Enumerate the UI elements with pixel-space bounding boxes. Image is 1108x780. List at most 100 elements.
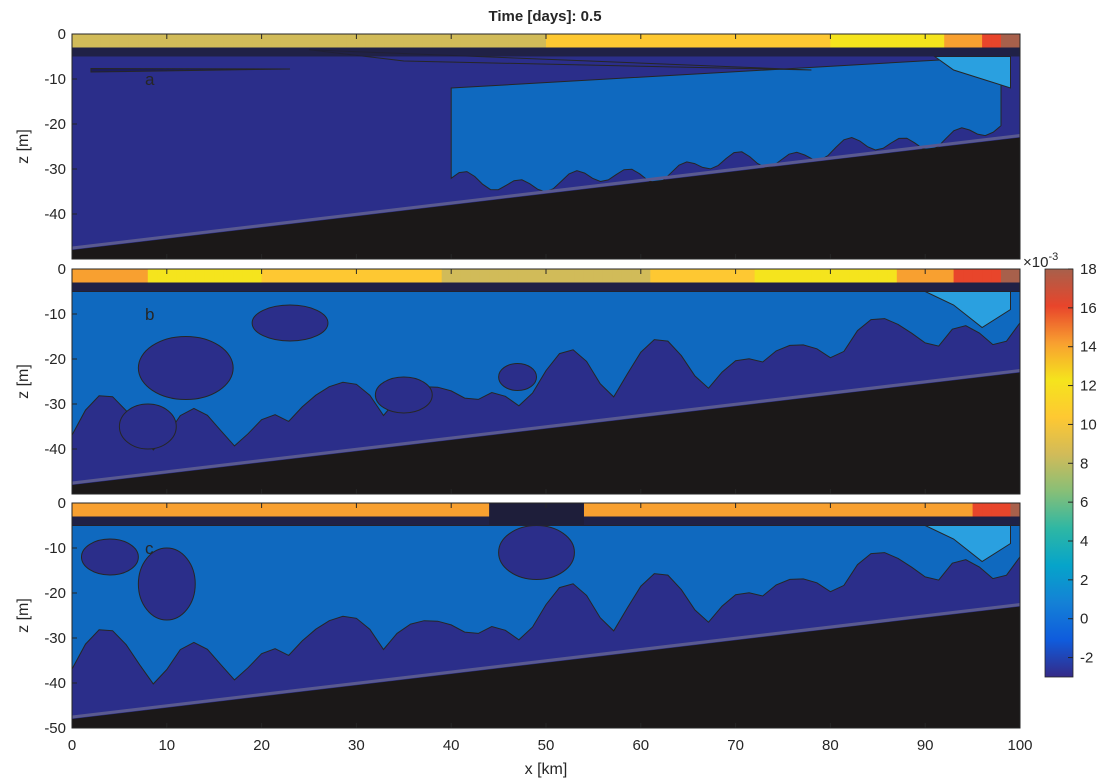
surface-strip bbox=[621, 269, 632, 283]
surface-strip bbox=[612, 503, 623, 517]
contour-blob bbox=[374, 376, 433, 414]
surface-strip bbox=[963, 503, 974, 517]
surface-strip bbox=[830, 34, 841, 48]
surface-strip bbox=[422, 269, 433, 283]
surface-strip bbox=[166, 269, 177, 283]
surface-strip bbox=[583, 503, 594, 517]
panel-letter: a bbox=[145, 70, 155, 89]
surface-strip bbox=[726, 34, 737, 48]
surface-strip bbox=[754, 269, 765, 283]
surface-strip bbox=[659, 503, 670, 517]
surface-strip bbox=[621, 34, 632, 48]
surface-strip bbox=[849, 34, 860, 48]
surface-strip bbox=[868, 34, 879, 48]
surface-strip bbox=[612, 34, 623, 48]
surface-strip bbox=[299, 269, 310, 283]
colorbar-tick-label: 8 bbox=[1080, 455, 1088, 472]
surface-strip bbox=[346, 503, 357, 517]
surface-strip bbox=[508, 269, 519, 283]
surface-strip bbox=[147, 269, 158, 283]
surface-strip bbox=[858, 34, 869, 48]
surface-strip bbox=[678, 269, 689, 283]
colorbar-tick-label: 14 bbox=[1080, 339, 1097, 356]
y-tick-label: -40 bbox=[44, 441, 66, 458]
surface-strip bbox=[745, 503, 756, 517]
surface-strip bbox=[451, 503, 462, 517]
surface-strip bbox=[157, 269, 168, 283]
surface-strip bbox=[925, 503, 936, 517]
surface-strip bbox=[185, 34, 196, 48]
surface-strip bbox=[242, 34, 253, 48]
surface-strip bbox=[214, 269, 225, 283]
surface-strip bbox=[944, 269, 955, 283]
x-tick-label: 60 bbox=[632, 737, 649, 754]
surface-strip bbox=[147, 503, 158, 517]
surface-strip bbox=[764, 503, 775, 517]
y-tick-label: -30 bbox=[44, 630, 66, 647]
surface-strip bbox=[470, 269, 481, 283]
surface-strip bbox=[982, 34, 993, 48]
surface-strip bbox=[470, 34, 481, 48]
surface-strip bbox=[100, 503, 111, 517]
surface-strip bbox=[517, 34, 528, 48]
surface-strip bbox=[583, 34, 594, 48]
surface-strip bbox=[783, 269, 794, 283]
surface-strip bbox=[128, 503, 139, 517]
surface-strip bbox=[394, 269, 405, 283]
colorbar-tick-label: 16 bbox=[1080, 300, 1097, 317]
surface-strip bbox=[887, 503, 898, 517]
surface-strip bbox=[384, 503, 395, 517]
surface-strip bbox=[982, 503, 993, 517]
y-tick-label: -10 bbox=[44, 306, 66, 323]
surface-strip bbox=[868, 503, 879, 517]
surface-strip bbox=[157, 503, 168, 517]
surface-strip bbox=[81, 269, 92, 283]
surface-strip bbox=[811, 269, 822, 283]
colorbar: 18 16 14 12 10 8 6 4 2 0 -2 ×10-3 bbox=[1023, 251, 1097, 678]
surface-strip bbox=[195, 503, 206, 517]
surface-strip bbox=[242, 503, 253, 517]
surface-strip bbox=[716, 34, 727, 48]
surface-strip bbox=[403, 34, 414, 48]
surface-strip bbox=[261, 34, 272, 48]
surface-strip bbox=[820, 34, 831, 48]
surface-strip bbox=[119, 269, 130, 283]
y-tick-label: -20 bbox=[44, 116, 66, 133]
surface-strip bbox=[934, 34, 945, 48]
surface-strip bbox=[204, 503, 215, 517]
surface-strip bbox=[280, 503, 291, 517]
x-tick-label: 10 bbox=[158, 737, 175, 754]
colorbar-tick-label: 2 bbox=[1080, 572, 1088, 589]
surface-strip bbox=[527, 269, 538, 283]
surface-strip bbox=[394, 503, 405, 517]
surface-strip bbox=[176, 503, 187, 517]
surface-strip bbox=[280, 269, 291, 283]
surface-strip bbox=[858, 269, 869, 283]
surface-strip bbox=[896, 503, 907, 517]
surface-strip bbox=[802, 269, 813, 283]
surface-strip bbox=[640, 269, 651, 283]
surface-strip bbox=[91, 503, 102, 517]
bathymetry bbox=[72, 372, 1020, 494]
surface-strip bbox=[318, 34, 329, 48]
surface-strip bbox=[479, 34, 490, 48]
x-tick-label: 30 bbox=[348, 737, 365, 754]
surface-strip bbox=[868, 269, 879, 283]
y-tick-label: -30 bbox=[44, 396, 66, 413]
y-tick-label: 0 bbox=[58, 495, 66, 512]
x-tick-label: 100 bbox=[1007, 737, 1032, 754]
surface-strip bbox=[119, 503, 130, 517]
surface-strip bbox=[432, 34, 443, 48]
bottom-edge bbox=[72, 369, 1020, 485]
surface-strip bbox=[546, 34, 557, 48]
surface-strip bbox=[574, 34, 585, 48]
x-tick-label: 40 bbox=[443, 737, 460, 754]
surface-strip bbox=[346, 34, 357, 48]
surface-strip bbox=[858, 503, 869, 517]
surface-strip bbox=[697, 34, 708, 48]
surface-strip bbox=[328, 269, 339, 283]
panel-letter: c bbox=[145, 539, 154, 558]
surface-strip bbox=[802, 34, 813, 48]
panel-field-c bbox=[72, 503, 1020, 728]
